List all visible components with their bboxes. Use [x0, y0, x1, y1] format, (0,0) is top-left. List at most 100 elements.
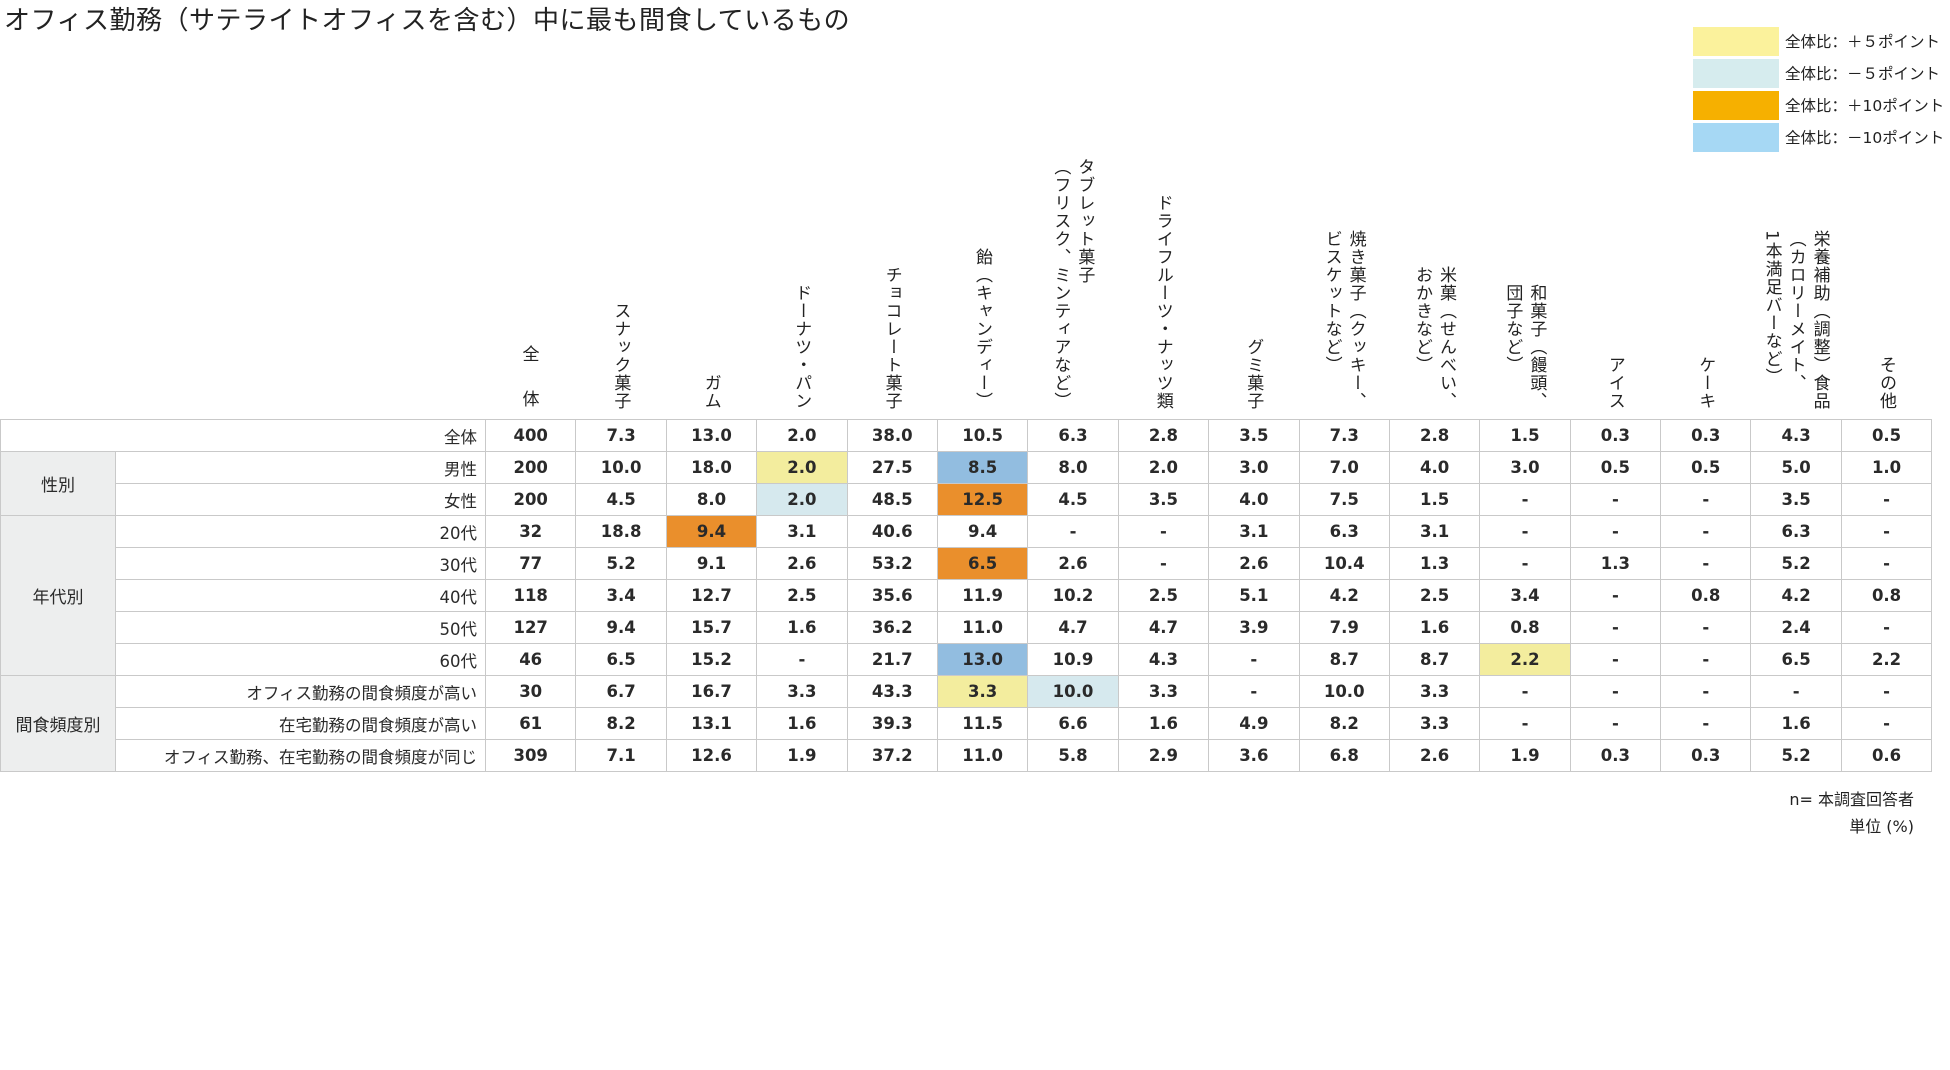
data-cell: -: [1569, 643, 1662, 676]
data-cell: -: [1660, 515, 1752, 548]
data-cell: 18.0: [665, 451, 758, 484]
data-cell: 43.3: [846, 675, 938, 708]
table-row: 性別 男性 200 10.0 18.0 2.0 27.5 8.5 8.0 2.0 3.0 7.0 4.0…: [0, 451, 1933, 516]
data-cell: 4.3: [1117, 643, 1210, 676]
data-cell: 16.7: [665, 675, 758, 708]
row-label: 男性: [115, 451, 486, 484]
data-cell: 11.0: [936, 611, 1029, 644]
column-header-3-text: ドーナツ・パン: [791, 284, 812, 410]
cell-n: 127: [484, 611, 577, 644]
data-cell: 6.8: [1298, 739, 1390, 772]
data-cell: 10.4: [1298, 547, 1390, 580]
data-cell: 15.2: [665, 643, 758, 676]
data-cell: 8.0: [1027, 451, 1119, 484]
cell-n: 61: [484, 707, 577, 740]
data-cell: 1.6: [1750, 707, 1842, 740]
data-cell: -: [1208, 675, 1300, 708]
data-cell: 4.7: [1117, 611, 1210, 644]
cell-n: 30: [484, 675, 577, 708]
data-cell: 8.0: [665, 483, 758, 516]
row-label: 60代: [115, 643, 486, 676]
table-row: 女性 200 4.5 8.0 2.0 48.5 12.5 4.5 3.5 4.0 7.5 1.5- - -…: [1, 483, 1933, 516]
legend-swatch-minus10: [1693, 123, 1779, 152]
data-cell: 4.2: [1750, 579, 1842, 612]
column-header-9: 焼き菓子（クッキー、 ビスケットなど）: [1299, 170, 1389, 410]
data-cell: 9.1: [665, 547, 758, 580]
data-cell: 10.0: [1027, 675, 1119, 708]
data-cell: 6.3: [1298, 515, 1390, 548]
data-cell: 6.5: [1750, 643, 1842, 676]
data-cell: 2.5: [756, 579, 848, 612]
data-cell: 6.5: [575, 643, 667, 676]
data-cell: 13.0: [665, 419, 758, 452]
data-cell: 1.9: [756, 739, 848, 772]
table-row: 30代 77 5.2 9.1 2.6 53.2 6.5 2.6-2.6 10.4 1.3-1.3-…: [1, 547, 1933, 580]
data-cell: 13.0: [936, 643, 1029, 676]
data-cell: 1.6: [756, 611, 848, 644]
data-cell: -: [1840, 611, 1933, 644]
data-cell: -: [1660, 643, 1752, 676]
data-cell: 0.8: [1660, 579, 1752, 612]
data-cell: 8.7: [1388, 643, 1481, 676]
data-cell: 3.4: [575, 579, 667, 612]
column-header-11-text: 和菓子（饅頭、 団子など）: [1502, 284, 1547, 410]
data-cell: 36.2: [846, 611, 938, 644]
column-header-0-char-1: 体: [522, 390, 540, 410]
data-cell: 8.2: [1298, 707, 1390, 740]
data-cell: 4.0: [1388, 451, 1481, 484]
data-cell: 0.3: [1569, 739, 1662, 772]
data-cell: -: [1569, 611, 1662, 644]
data-cell: 9.4: [575, 611, 667, 644]
data-cell: 40.6: [846, 515, 938, 548]
data-cell: 7.3: [575, 419, 667, 452]
row-group-label: 性別: [0, 451, 116, 516]
cell-n: 200: [484, 483, 577, 516]
data-cell: 4.3: [1750, 419, 1842, 452]
data-cell: 7.1: [575, 739, 667, 772]
data-cell: 11.0: [936, 739, 1029, 772]
data-cell: 5.2: [575, 547, 667, 580]
data-cell: 3.0: [1208, 451, 1300, 484]
data-cell: 3.1: [1388, 515, 1481, 548]
data-cell: 10.5: [936, 419, 1029, 452]
data-cell: -: [1569, 483, 1662, 516]
data-cell: 4.5: [575, 483, 667, 516]
data-cell: 2.0: [756, 483, 848, 516]
data-cell: 5.2: [1750, 547, 1842, 580]
data-cell: 3.3: [1388, 675, 1481, 708]
data-cell: 10.0: [575, 451, 667, 484]
data-cell: -: [1479, 707, 1571, 740]
data-cell: -: [1660, 611, 1752, 644]
data-cell: 6.3: [1750, 515, 1842, 548]
data-cell: 35.6: [846, 579, 938, 612]
column-header-4-text: チョコレート菓子: [881, 266, 902, 410]
data-cell: 2.8: [1117, 419, 1210, 452]
data-cell: 3.6: [1208, 739, 1300, 772]
cell-n: 200: [484, 451, 577, 484]
row-label: オフィス勤務、在宅勤務の間食頻度が同じ: [115, 739, 486, 772]
column-header-8: グミ菓子: [1208, 170, 1298, 410]
data-cell: -: [1027, 515, 1119, 548]
data-cell: -: [756, 643, 848, 676]
data-cell: 7.5: [1298, 483, 1390, 516]
data-cell: 3.9: [1208, 611, 1300, 644]
column-header-12-text: アイス: [1604, 356, 1625, 410]
column-header-10-text: 米菓（せんべい、 おかきなど）: [1412, 266, 1456, 410]
data-cell: -: [1569, 515, 1662, 548]
sample-note: n= 本調査回答者: [1789, 790, 1914, 809]
data-cell: 1.0: [1840, 451, 1933, 484]
data-cell: 3.4: [1479, 579, 1571, 612]
data-cell: 10.9: [1027, 643, 1119, 676]
row-label: 40代: [115, 579, 486, 612]
column-header-9-text: 焼き菓子（クッキー、 ビスケットなど）: [1321, 230, 1366, 410]
data-cell: 18.8: [575, 515, 667, 548]
column-header-12: アイス: [1570, 170, 1660, 410]
data-cell: 0.6: [1840, 739, 1933, 772]
data-cell: 0.3: [1660, 419, 1752, 452]
column-header-3: ドーナツ・パン: [756, 170, 846, 410]
data-cell: -: [1569, 579, 1662, 612]
data-cell: 3.3: [756, 675, 848, 708]
data-cell: 6.3: [1027, 419, 1119, 452]
row-label: 20代: [115, 515, 486, 548]
legend-swatch-minus5: [1693, 59, 1779, 88]
